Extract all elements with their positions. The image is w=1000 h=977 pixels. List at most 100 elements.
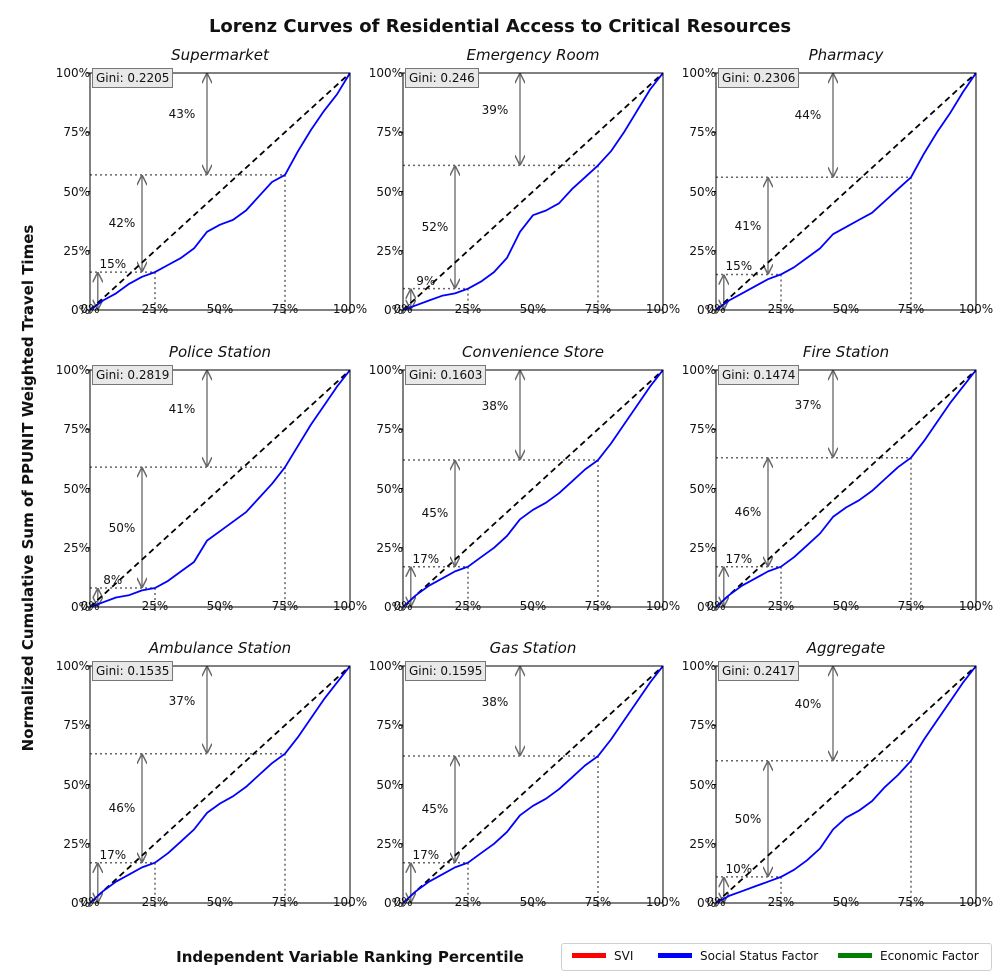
- legend: SVI Social Status Factor Economic Factor: [561, 943, 992, 971]
- x-tick-label: 25%: [454, 599, 482, 613]
- panel-title: Emergency Room: [466, 46, 600, 64]
- y-tick-label: 75%: [689, 422, 716, 437]
- x-tick-label: 50%: [832, 599, 860, 613]
- y-tick-label: 0%: [383, 600, 403, 614]
- share-label-0: 8%: [103, 573, 123, 588]
- panel-title: Police Station: [168, 343, 272, 361]
- x-tick-label: 50%: [519, 895, 547, 909]
- equality-line: [89, 665, 351, 904]
- legend-label-svi: SVI: [614, 949, 634, 963]
- lorenz-curve: [715, 665, 977, 904]
- plot-area: [399, 665, 664, 907]
- plot-area: [399, 369, 664, 611]
- share-label-2: 37%: [168, 694, 196, 709]
- x-tick-label: 25%: [767, 895, 795, 909]
- legend-swatch-svi: [572, 953, 606, 958]
- y-tick-label: 0%: [383, 896, 403, 910]
- y-tick-label: 0%: [383, 303, 403, 317]
- share-label-1: 41%: [734, 218, 762, 233]
- y-tick-label: 0%: [696, 303, 716, 317]
- plot-area: [86, 72, 351, 314]
- x-tick-label: 0%: [80, 895, 100, 909]
- gini-label: Gini: 0.2819: [92, 365, 174, 385]
- x-tick-label: 100%: [958, 302, 994, 316]
- y-tick-label: 100%: [55, 66, 90, 80]
- y-tick-label: 100%: [681, 363, 716, 377]
- x-tick-label: 25%: [141, 302, 169, 316]
- panel-emergency-room: Emergency Room 0% 0% 25% 25% 50% 50% 75% 75% 100%…: [343, 46, 680, 348]
- share-label-2: 41%: [168, 401, 196, 416]
- panel-title: Aggregate: [806, 639, 886, 657]
- x-tick-label: 75%: [271, 599, 299, 613]
- x-tick-label: 50%: [519, 599, 547, 613]
- x-tick-label: 75%: [897, 895, 925, 909]
- panel-title: Supermarket: [171, 46, 269, 64]
- panel-pharmacy: Pharmacy 0% 0% 25% 25% 50% 50% 75% 75% 100% 100% Gi…: [656, 46, 993, 348]
- y-tick-label: 50%: [689, 777, 716, 792]
- share-label-0: 17%: [725, 551, 753, 566]
- x-tick-label: 100%: [958, 599, 994, 613]
- equality-line: [715, 72, 977, 311]
- y-tick-label: 25%: [63, 540, 90, 555]
- y-tick-label: 75%: [689, 718, 716, 733]
- plot-area: [399, 72, 664, 314]
- panel-police-station: Police Station 0% 0% 25% 25% 50% 50% 75% 75% 100%…: [30, 343, 367, 645]
- lorenz-curve: [89, 369, 351, 608]
- x-tick-label: 0%: [393, 302, 413, 316]
- gini-label: Gini: 0.2205: [92, 68, 174, 88]
- y-tick-label: 25%: [689, 836, 716, 851]
- y-tick-label: 75%: [63, 422, 90, 437]
- equality-line: [715, 369, 977, 608]
- share-label-2: 37%: [794, 398, 822, 413]
- equality-line: [402, 72, 664, 311]
- lorenz-curve: [715, 72, 977, 311]
- y-tick-label: 0%: [696, 600, 716, 614]
- y-tick-label: 25%: [376, 540, 403, 555]
- x-tick-label: 75%: [584, 302, 612, 316]
- x-tick-label: 50%: [832, 895, 860, 909]
- panel-convenience-store: Convenience Store 0% 0% 25% 25% 50% 50% 75% 75% 1…: [343, 343, 680, 645]
- legend-swatch-social-status: [658, 953, 692, 958]
- panel-aggregate: Aggregate 0% 0% 25% 25% 50% 50% 75% 75% 100% 100% G…: [656, 639, 993, 941]
- x-tick-label: 50%: [206, 302, 234, 316]
- equality-line: [402, 665, 664, 904]
- plot-area: [712, 72, 977, 314]
- gini-label: Gini: 0.1535: [92, 661, 174, 681]
- x-axis-label: Independent Variable Ranking Percentile: [176, 948, 524, 966]
- y-tick-label: 0%: [696, 896, 716, 910]
- y-tick-label: 50%: [63, 481, 90, 496]
- y-tick-label: 100%: [368, 659, 403, 673]
- x-tick-label: 50%: [206, 895, 234, 909]
- plot-area: [712, 665, 977, 907]
- y-tick-label: 0%: [70, 896, 90, 910]
- share-label-0: 17%: [99, 847, 127, 862]
- x-tick-label: 25%: [141, 599, 169, 613]
- share-label-1: 45%: [421, 802, 449, 817]
- legend-label-economic: Economic Factor: [880, 949, 979, 963]
- figure-title: Lorenz Curves of Residential Access to C…: [208, 16, 792, 37]
- y-tick-label: 0%: [70, 600, 90, 614]
- legend-item-economic: Economic Factor: [838, 949, 979, 963]
- y-tick-label: 50%: [689, 481, 716, 496]
- x-tick-label: 25%: [141, 895, 169, 909]
- y-tick-label: 50%: [63, 184, 90, 199]
- y-tick-label: 25%: [63, 836, 90, 851]
- panel-supermarket: Supermarket 0% 0% 25% 25% 50% 50% 75% 75% 100% 100…: [30, 46, 367, 348]
- plot-area: [86, 369, 351, 611]
- legend-label-social-status: Social Status Factor: [700, 949, 819, 963]
- share-label-2: 44%: [794, 107, 822, 122]
- y-tick-label: 100%: [55, 363, 90, 377]
- y-tick-label: 50%: [376, 184, 403, 199]
- share-label-2: 43%: [168, 106, 196, 121]
- panel-ambulance-station: Ambulance Station 0% 0% 25% 25% 50% 50% 75% 75% 1…: [30, 639, 367, 941]
- y-tick-label: 100%: [368, 363, 403, 377]
- legend-swatch-economic: [838, 953, 872, 958]
- lorenz-curve: [402, 369, 664, 608]
- equality-line: [402, 369, 664, 608]
- y-tick-label: 50%: [689, 184, 716, 199]
- share-label-2: 38%: [481, 399, 509, 414]
- share-label-0: 10%: [725, 861, 753, 876]
- y-tick-label: 25%: [376, 243, 403, 258]
- lorenz-curve: [89, 72, 351, 311]
- y-tick-label: 75%: [376, 718, 403, 733]
